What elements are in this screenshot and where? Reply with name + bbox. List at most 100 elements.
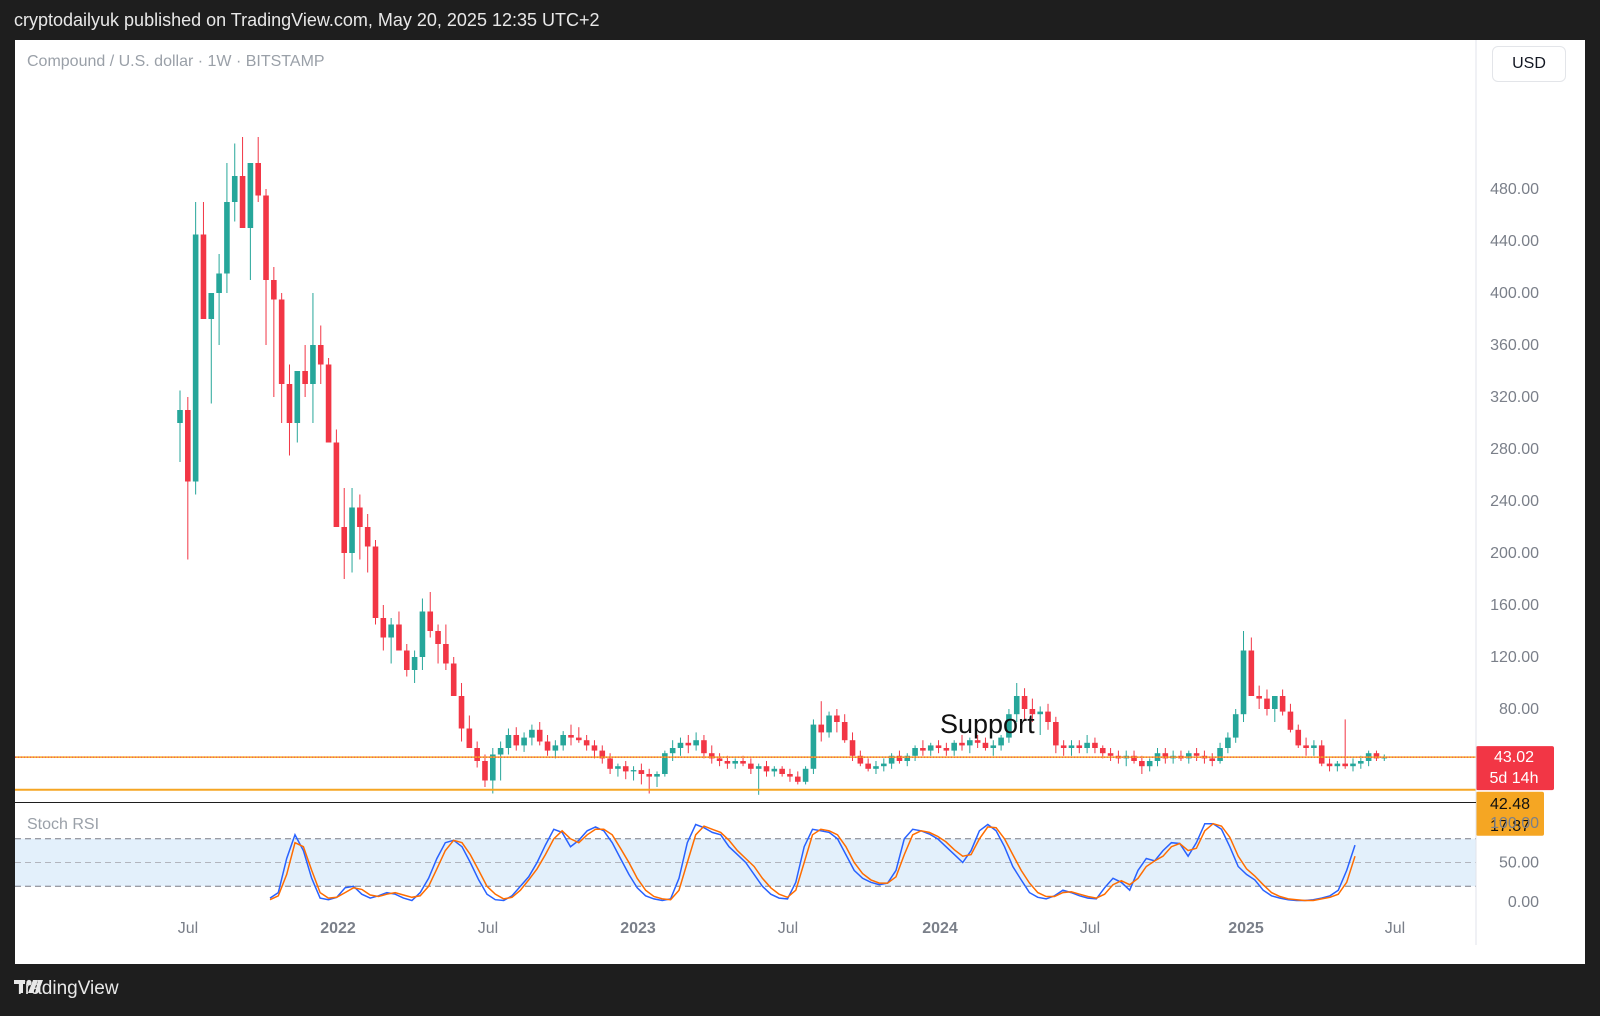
candle-body: [607, 758, 613, 769]
candle-body: [396, 624, 402, 651]
candle-body: [1373, 753, 1380, 759]
candle-body: [654, 774, 660, 777]
candle-body: [716, 758, 723, 761]
price-tick-label: 400.00: [1490, 285, 1539, 302]
time-axis-label: 2022: [320, 920, 356, 937]
price-tick-label: 480.00: [1490, 181, 1539, 198]
time-axis-label: 2024: [922, 920, 958, 937]
candle-body: [982, 742, 989, 748]
candle-body: [1185, 753, 1192, 759]
candle-body: [583, 740, 590, 746]
candle-body: [403, 650, 410, 670]
candle-body: [599, 750, 606, 759]
candle-body: [278, 299, 285, 384]
candle-body: [748, 763, 754, 769]
candle-body: [904, 755, 911, 761]
candle-body: [1272, 696, 1278, 709]
candle-body: [1092, 742, 1098, 748]
candle-body: [200, 234, 207, 319]
candle-body: [1076, 745, 1083, 748]
candle-body: [317, 345, 324, 365]
time-axis-label: 2023: [620, 920, 656, 937]
candle-body: [1209, 758, 1216, 761]
candle-body: [1068, 745, 1075, 748]
candle-body: [998, 737, 1004, 746]
candle-body: [1107, 753, 1114, 756]
candle-body: [208, 293, 215, 319]
candle-body: [646, 774, 652, 777]
candle-body: [255, 163, 261, 196]
candle-body: [560, 735, 566, 746]
candle-body: [427, 611, 434, 631]
candle-body: [466, 728, 473, 748]
candle-body: [708, 753, 715, 759]
price-tick-label: 120.00: [1490, 649, 1539, 666]
candle-body: [763, 766, 770, 772]
candle-body: [1279, 696, 1286, 712]
candle-body: [1225, 737, 1231, 748]
rsi-tick-label: 0.00: [1508, 894, 1539, 911]
candle-body: [1248, 650, 1255, 696]
candle-body: [286, 384, 293, 423]
candle-body: [1193, 753, 1200, 756]
candle-body: [247, 163, 254, 228]
candle-body: [185, 410, 191, 482]
candle-body: [810, 724, 817, 769]
candle-body: [482, 761, 488, 781]
candle-body: [755, 766, 762, 769]
price-tick-label: 200.00: [1490, 545, 1539, 562]
candle-body: [873, 766, 879, 769]
candle-body: [364, 527, 371, 547]
candle-body: [662, 753, 668, 774]
time-axis-label: 2025: [1228, 920, 1264, 937]
candle-body: [341, 527, 348, 553]
time-axis-label: Jul: [478, 920, 498, 937]
candle-body: [638, 770, 645, 774]
rsi-series-k: [269, 822, 1356, 902]
candle-body: [1084, 742, 1090, 748]
candle-body: [685, 742, 692, 746]
candle-body: [1162, 753, 1169, 759]
candle-body: [474, 748, 480, 761]
candle-body: [497, 748, 504, 755]
candle-body: [912, 748, 918, 756]
candle-body: [794, 776, 801, 782]
candle-body: [724, 761, 731, 764]
candle-body: [1099, 748, 1106, 754]
candle-body: [216, 273, 222, 293]
current-price-tag: [1476, 746, 1554, 791]
candle-body: [1139, 761, 1145, 767]
tradingview-logo-icon: [14, 979, 43, 993]
candle-body: [505, 735, 512, 748]
candle-body: [419, 611, 426, 657]
candle-body: [450, 663, 457, 696]
candle-body: [1326, 763, 1333, 767]
candle-body: [1334, 763, 1341, 767]
currency-button[interactable]: USD: [1492, 46, 1566, 82]
candle-body: [818, 724, 825, 733]
support-annotation: Support: [940, 709, 1035, 739]
current-price-label: 43.02: [1494, 749, 1534, 766]
footer-brand[interactable]: TradingView: [14, 978, 119, 1000]
candle-body: [677, 742, 684, 748]
candle-body: [1264, 698, 1270, 709]
rsi-tick-label: 50.00: [1499, 855, 1539, 872]
time-axis-label: Jul: [178, 920, 198, 937]
candle-body: [192, 234, 199, 482]
price-tick-label: 360.00: [1490, 337, 1539, 354]
candle-body: [1342, 763, 1348, 767]
candle-body: [927, 745, 934, 751]
candle-body: [802, 768, 809, 782]
pane-divider[interactable]: [15, 802, 1476, 803]
candle-body: [1013, 696, 1020, 715]
candle-body: [669, 748, 676, 754]
candle-body: [357, 507, 363, 527]
candle-body: [294, 371, 301, 423]
candle-body: [177, 410, 183, 423]
symbol-title: Compound / U.S. dollar · 1W · BITSTAMP: [27, 53, 325, 70]
candle-body: [224, 202, 230, 274]
candle-body: [615, 766, 621, 769]
candle-body: [325, 364, 332, 443]
candle-body: [302, 371, 308, 384]
candle-body: [841, 722, 848, 741]
